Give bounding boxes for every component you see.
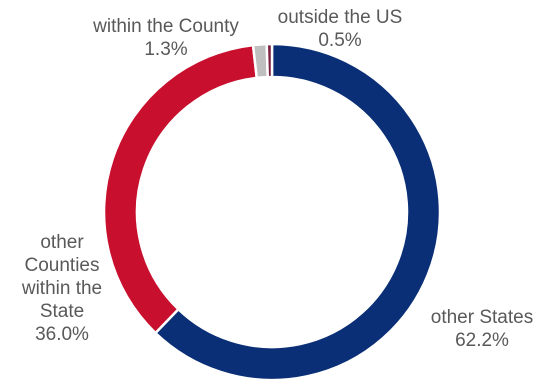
label-other-states-value: 62.2% [455,330,509,351]
label-other-counties-line1: other [40,232,84,253]
label-within-county-value: 1.3% [144,39,188,60]
slice-other-states [154,42,442,379]
slice-label-other-states: other States 62.2% [402,306,551,352]
label-within-county-name: within the County [93,16,239,37]
slice-label-within-county: within the County 1.3% [66,15,266,61]
label-outside-us-name: outside the US [277,7,403,28]
slice-other-counties-within-the-state [102,43,259,335]
label-other-counties-value: 36.0% [35,324,89,345]
slice-label-other-counties: other Counties within the State 36.0% [0,231,124,346]
slice-label-outside-us: outside the US 0.5% [255,6,425,52]
donut-slices [102,42,442,379]
slice-outside-the-us [265,42,274,79]
label-other-states-name: other States [430,307,534,328]
label-other-counties-line2: Counties [24,255,100,276]
label-outside-us-value: 0.5% [318,30,362,51]
label-other-counties-line4: State [39,301,85,322]
label-other-counties-line3: within the [21,278,103,299]
